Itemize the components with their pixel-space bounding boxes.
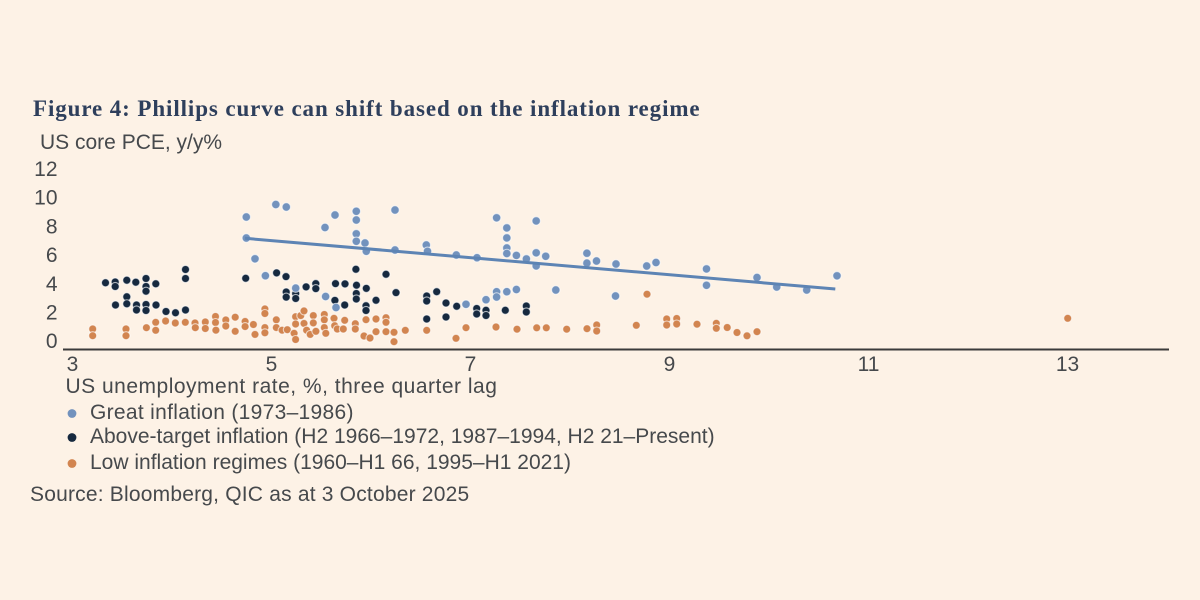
svg-text:7: 7 <box>465 353 477 376</box>
svg-text:13: 13 <box>1056 353 1079 376</box>
svg-text:5: 5 <box>266 353 278 376</box>
svg-text:2: 2 <box>46 302 58 325</box>
svg-text:0: 0 <box>46 330 58 353</box>
svg-text:6: 6 <box>46 244 58 267</box>
svg-text:9: 9 <box>664 353 676 376</box>
svg-text:10: 10 <box>34 187 57 210</box>
svg-text:12: 12 <box>34 158 57 181</box>
svg-text:8: 8 <box>46 215 58 238</box>
svg-text:3: 3 <box>67 353 79 376</box>
svg-text:4: 4 <box>46 273 58 296</box>
svg-text:11: 11 <box>858 353 880 376</box>
